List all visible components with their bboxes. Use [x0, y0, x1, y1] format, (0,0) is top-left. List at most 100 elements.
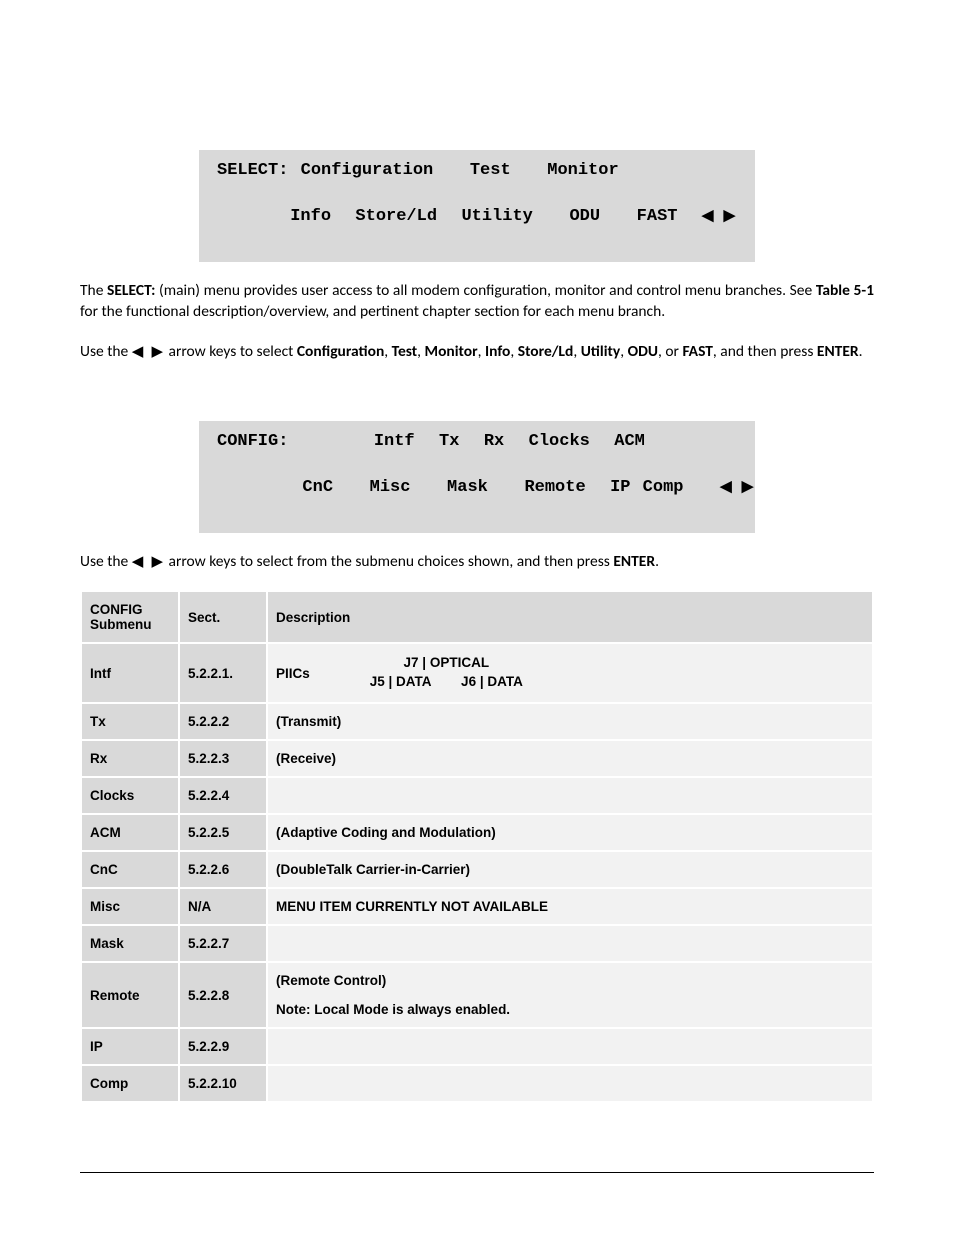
text: , and then press	[713, 342, 817, 361]
config-submenu-table: CONFIG Submenu Sect. Description Intf5.2…	[80, 590, 874, 1103]
text: .	[655, 552, 659, 571]
cell-description	[267, 1028, 873, 1065]
cell-submenu: IP	[81, 1028, 179, 1065]
page-container: SELECT: Configuration Test Monitor Info …	[0, 0, 954, 1235]
header-config-submenu: CONFIG Submenu	[81, 591, 179, 643]
cell-submenu: CnC	[81, 851, 179, 888]
cell-description: (Adaptive Coding and Modulation)	[267, 814, 873, 851]
table-row: IP5.2.2.9	[81, 1028, 873, 1065]
table-row: CnC5.2.2.6(DoubleTalk Carrier-in-Carrier…	[81, 851, 873, 888]
lcd-display-config: CONFIG: Intf Tx Rx Clocks ACM CnC Misc M…	[199, 421, 755, 533]
cell-submenu: Misc	[81, 888, 179, 925]
cell-description: (DoubleTalk Carrier-in-Carrier)	[267, 851, 873, 888]
cell-description: (Receive)	[267, 740, 873, 777]
cell-sect: 5.2.2.6	[179, 851, 267, 888]
cell-sect: 5.2.2.9	[179, 1028, 267, 1065]
text: ,	[510, 342, 517, 361]
text: (main) menu provides user access to all …	[155, 281, 815, 300]
cell-sect: 5.2.2.3	[179, 740, 267, 777]
text: ,	[573, 342, 580, 361]
lcd-display-select: SELECT: Configuration Test Monitor Info …	[199, 150, 755, 262]
display1-line2-text: Info Store/Ld Utility ODU FAST	[290, 207, 702, 226]
bold: ODU	[628, 342, 658, 361]
text: Use the	[80, 342, 132, 361]
display2-line2: CnC Misc Mask Remote IP Comp ◀ ▶	[217, 454, 737, 523]
text: ,	[478, 342, 485, 361]
cell-description	[267, 777, 873, 814]
cell-submenu: Comp	[81, 1065, 179, 1102]
cell-sect: 5.2.2.7	[179, 925, 267, 962]
arrows-icon: ◀ ▶	[702, 206, 737, 226]
remote-line1: (Remote Control)	[276, 973, 864, 988]
remote-note: Note: Local Mode is always enabled.	[276, 1002, 864, 1017]
table-row: Remote5.2.2.8 (Remote Control) Note: Local…	[81, 962, 873, 1028]
table-head: CONFIG Submenu Sect. Description	[81, 591, 873, 643]
table-row: Tx5.2.2.2(Transmit)	[81, 703, 873, 740]
bold-enter: ENTER	[613, 552, 655, 571]
bold: Info	[485, 342, 510, 361]
table-body: Intf5.2.2.1. PIICs J7 | OPTICALJ5 | DATA J…	[81, 643, 873, 1102]
cell-submenu: Remote	[81, 962, 179, 1028]
cell-sect: N/A	[179, 888, 267, 925]
bold: Configuration	[297, 342, 384, 361]
cell-description: (Transmit)	[267, 703, 873, 740]
table-row: Mask5.2.2.7	[81, 925, 873, 962]
table-row: MiscN/AMENU ITEM CURRENTLY NOT AVAILABLE	[81, 888, 873, 925]
footer-rule	[80, 1172, 874, 1173]
header-description: Description	[267, 591, 873, 643]
text: arrow keys to select from the submenu ch…	[165, 552, 613, 571]
spacer	[80, 381, 874, 421]
table-row: Comp5.2.2.10	[81, 1065, 873, 1102]
table-row: ACM5.2.2.5(Adaptive Coding and Modulatio…	[81, 814, 873, 851]
bold: Utility	[581, 342, 621, 361]
bold: Store/Ld	[518, 342, 574, 361]
cell-sect: 5.2.2.10	[179, 1065, 267, 1102]
bold: Test	[392, 342, 418, 361]
text: ,	[620, 342, 627, 361]
table-header-row: CONFIG Submenu Sect. Description	[81, 591, 873, 643]
arrows-icon: ◀ ▶	[132, 341, 165, 362]
text: ,	[384, 342, 391, 361]
table-row: Clocks5.2.2.4	[81, 777, 873, 814]
cell-submenu: Intf	[81, 643, 179, 703]
table-row: Intf5.2.2.1. PIICs J7 | OPTICALJ5 | DATA J…	[81, 643, 873, 703]
cell-submenu: ACM	[81, 814, 179, 851]
display1-line2: Info Store/Ld Utility ODU FAST ◀ ▶	[217, 183, 737, 252]
cell-submenu: Clocks	[81, 777, 179, 814]
cell-description: (Remote Control) Note: Local Mode is alwa…	[267, 962, 873, 1028]
intf-piics: PIICs	[276, 666, 310, 681]
cell-description	[267, 925, 873, 962]
arrows-icon: ◀ ▶	[720, 477, 755, 497]
display2-line1: CONFIG: Intf Tx Rx Clocks ACM	[217, 431, 737, 454]
bold-enter: ENTER	[817, 342, 859, 361]
arrows-icon: ◀ ▶	[132, 551, 165, 572]
cell-description: MENU ITEM CURRENTLY NOT AVAILABLE	[267, 888, 873, 925]
bold: FAST	[682, 342, 712, 361]
para-arrow-instructions-1: Use the ◀ ▶ arrow keys to select Configu…	[80, 341, 874, 363]
text: , or	[658, 342, 682, 361]
cell-sect: 5.2.2.4	[179, 777, 267, 814]
bold: Monitor	[425, 342, 478, 361]
cell-sect: 5.2.2.2	[179, 703, 267, 740]
cell-submenu: Mask	[81, 925, 179, 962]
text: The	[80, 281, 107, 300]
cell-description: PIICs J7 | OPTICALJ5 | DATA J6 | DATA	[267, 643, 873, 703]
bold-select: SELECT:	[107, 281, 155, 300]
cell-sect: 5.2.2.8	[179, 962, 267, 1028]
header-sect: Sect.	[179, 591, 267, 643]
intf-ports: J7 | OPTICALJ5 | DATA J6 | DATA	[370, 654, 523, 692]
cell-submenu: Tx	[81, 703, 179, 740]
cell-sect: 5.2.2.5	[179, 814, 267, 851]
bold-table51: Table 5-1	[816, 281, 874, 300]
text: Use the	[80, 552, 132, 571]
cell-description	[267, 1065, 873, 1102]
display1-line1: SELECT: Configuration Test Monitor	[217, 160, 737, 183]
para-arrow-instructions-2: Use the ◀ ▶ arrow keys to select from th…	[80, 551, 874, 573]
table-row: Rx5.2.2.3(Receive)	[81, 740, 873, 777]
text: .	[859, 342, 863, 361]
cell-submenu: Rx	[81, 740, 179, 777]
text: ,	[417, 342, 424, 361]
para-select-description: The SELECT: (main) menu provides user ac…	[80, 280, 874, 323]
cell-sect: 5.2.2.1.	[179, 643, 267, 703]
text: for the functional description/overview,…	[80, 302, 665, 321]
